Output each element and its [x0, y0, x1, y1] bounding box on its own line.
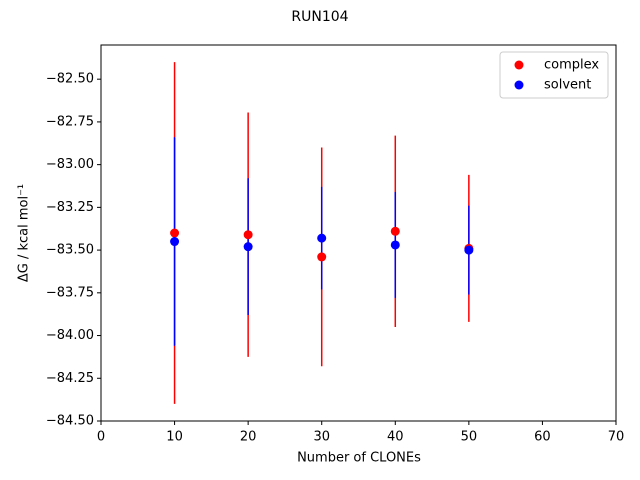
- x-tick-label: 20: [240, 430, 257, 445]
- legend-label: complex: [544, 58, 599, 73]
- legend-label: solvent: [544, 78, 591, 93]
- x-tick-label: 0: [97, 430, 105, 445]
- legend-box: [499, 51, 609, 99]
- point: [464, 245, 474, 255]
- x-tick-label: 30: [313, 430, 330, 445]
- y-tick-label: −84.25: [46, 371, 94, 386]
- y-tick-label: −84.50: [46, 414, 94, 429]
- point: [390, 240, 400, 250]
- point: [390, 226, 400, 236]
- y-tick-label: −83.00: [46, 157, 94, 172]
- legend-marker: [514, 60, 524, 70]
- y-tick-label: −84.00: [46, 328, 94, 343]
- x-tick-label: 40: [387, 430, 404, 445]
- point: [170, 228, 180, 238]
- legend-marker: [514, 80, 524, 90]
- x-axis-label: Number of CLONEs: [297, 451, 421, 466]
- y-tick-label: −83.50: [46, 243, 94, 258]
- x-tick-label: 50: [461, 430, 478, 445]
- point: [170, 237, 180, 247]
- y-tick-label: −83.25: [46, 200, 94, 215]
- x-tick-label: 70: [608, 430, 625, 445]
- point: [243, 230, 253, 240]
- point: [243, 242, 253, 252]
- plot-frame: [100, 44, 617, 422]
- y-tick-label: −82.75: [46, 114, 94, 129]
- chart-title: RUN104: [291, 9, 348, 25]
- y-axis-label: ΔG / kcal mol⁻¹: [17, 184, 32, 282]
- point: [317, 233, 327, 243]
- point: [317, 252, 327, 262]
- y-tick-label: −82.50: [46, 72, 94, 87]
- y-tick-label: −83.75: [46, 285, 94, 300]
- x-tick-label: 10: [166, 430, 183, 445]
- x-tick-label: 60: [534, 430, 551, 445]
